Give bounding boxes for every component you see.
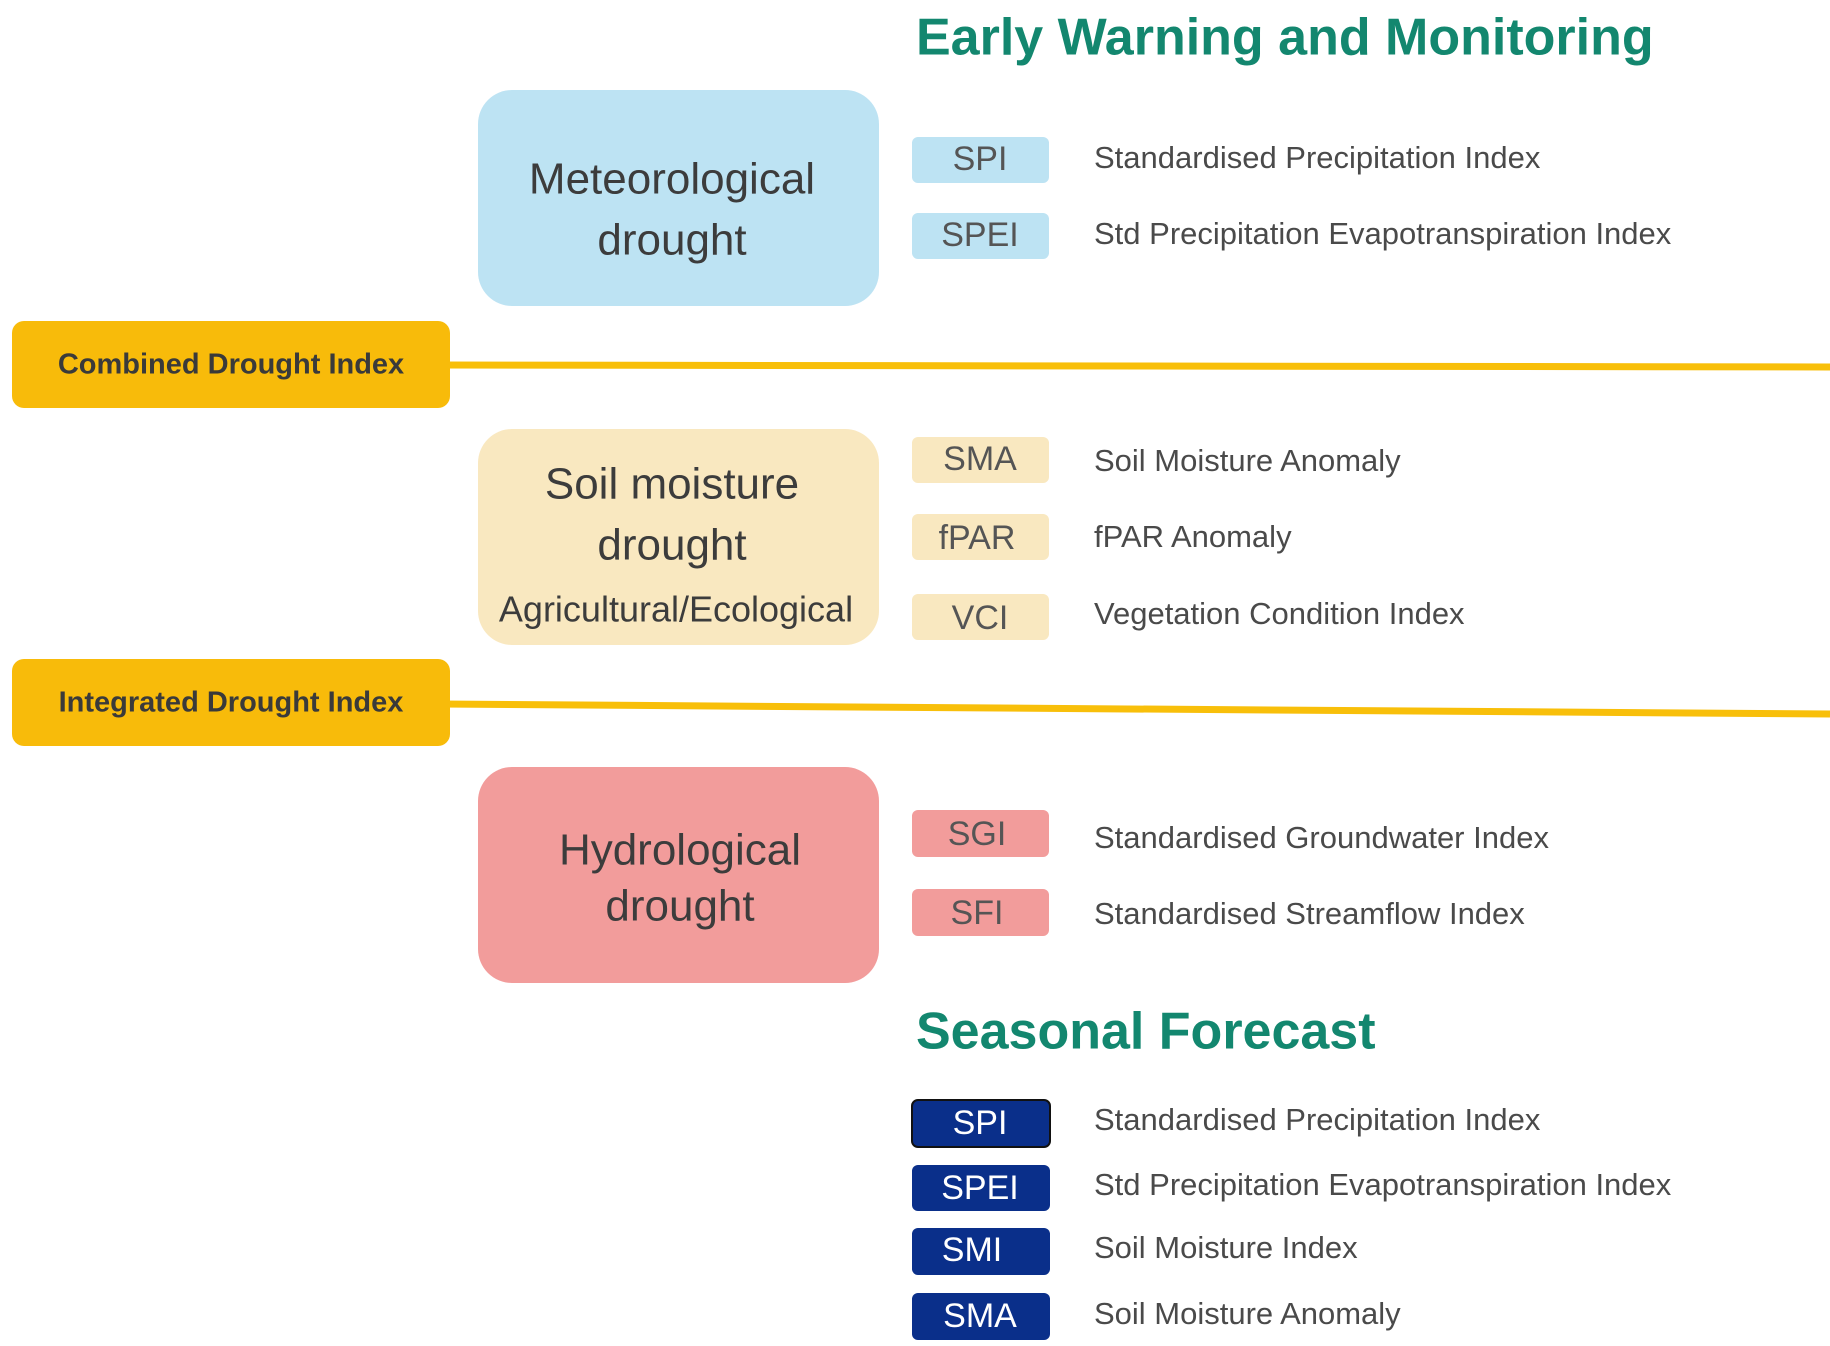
- band-label: Integrated Drought Index: [59, 687, 404, 719]
- index-code: SPEI: [941, 216, 1018, 254]
- forecast-name: Soil Moisture Anomaly: [1094, 1296, 1401, 1331]
- forecast-badge: [912, 1293, 1050, 1340]
- group-box: [478, 429, 879, 645]
- band-box: [12, 321, 450, 408]
- index-name: Standardised Precipitation Index: [1094, 140, 1541, 175]
- band-box: [12, 659, 450, 746]
- forecast-code: SMA: [943, 1297, 1017, 1335]
- group-label: Meteorological: [529, 155, 815, 204]
- group-label: drought: [597, 216, 746, 265]
- index-badge: [912, 810, 1049, 857]
- forecast-badge: [912, 1228, 1050, 1275]
- group-label: drought: [605, 882, 754, 931]
- forecast-badge: [911, 1099, 1051, 1148]
- index-badge: [912, 437, 1049, 483]
- forecast-name: Std Precipitation Evapotranspiration Ind…: [1094, 1167, 1672, 1202]
- index-badge: [912, 594, 1049, 640]
- index-name: fPAR Anomaly: [1094, 519, 1292, 554]
- forecast-name: Standardised Precipitation Index: [1094, 1102, 1541, 1137]
- band-line: [439, 700, 1830, 718]
- band-label: Combined Drought Index: [58, 349, 404, 381]
- group-sublabel: Agricultural/Ecological: [499, 589, 853, 630]
- index-name: Soil Moisture Anomaly: [1094, 443, 1401, 478]
- index-name: Std Precipitation Evapotranspiration Ind…: [1094, 216, 1672, 251]
- index-name: Vegetation Condition Index: [1094, 596, 1465, 631]
- title: Seasonal Forecast: [916, 1003, 1376, 1061]
- index-badge: [912, 889, 1049, 936]
- forecast-code: SPEI: [941, 1169, 1018, 1207]
- forecast-name: Soil Moisture Index: [1094, 1230, 1358, 1265]
- index-code: SMA: [943, 440, 1017, 478]
- index-name: Standardised Groundwater Index: [1094, 820, 1549, 855]
- index-badge: [912, 137, 1049, 183]
- index-code: SPI: [953, 140, 1008, 178]
- group-box: [478, 90, 879, 306]
- group-label: Soil moisture: [545, 460, 799, 509]
- forecast-badge: [912, 1165, 1050, 1211]
- index-code: fPAR: [939, 519, 1016, 557]
- index-code: VCI: [952, 599, 1009, 637]
- index-code: SGI: [948, 815, 1007, 853]
- forecast-code: SPI: [953, 1104, 1008, 1142]
- group-box: [478, 767, 879, 983]
- forecast-code: SMI: [942, 1231, 1002, 1269]
- index-badge: [912, 514, 1049, 560]
- group-label: Hydrological: [559, 826, 801, 875]
- index-name: Standardised Streamflow Index: [1094, 896, 1525, 931]
- index-code: SFI: [951, 894, 1004, 932]
- title: Early Warning and Monitoring: [916, 9, 1654, 67]
- index-badge: [912, 213, 1049, 259]
- band-line: [439, 361, 1830, 371]
- group-label: drought: [597, 521, 746, 570]
